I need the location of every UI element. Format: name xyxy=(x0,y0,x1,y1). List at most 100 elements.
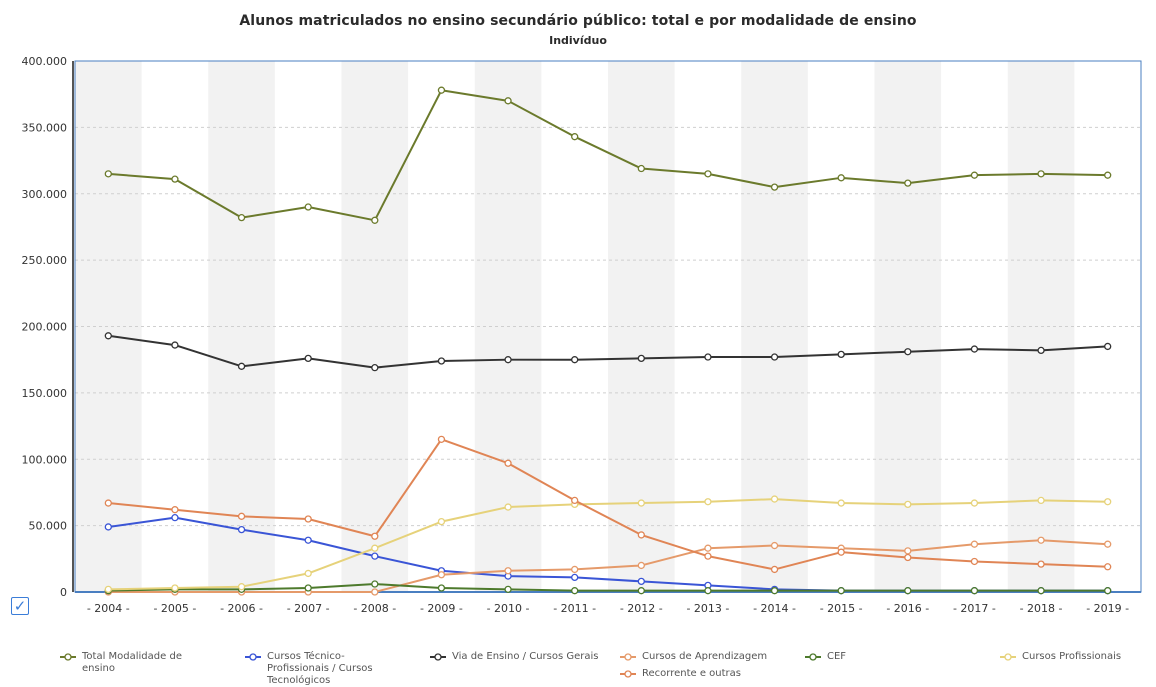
x-tick-label: - 2012 - xyxy=(620,602,663,615)
data-point xyxy=(1104,171,1112,179)
y-tick-label: 100.000 xyxy=(22,453,68,466)
data-point xyxy=(504,503,512,511)
data-point xyxy=(1104,498,1112,506)
y-tick-label: 200.000 xyxy=(22,321,68,334)
legend-label: Via de Ensino / Cursos Gerais xyxy=(452,651,599,662)
legend-label: Recorrente e outras xyxy=(642,668,741,679)
data-point xyxy=(637,561,645,570)
data-point xyxy=(704,552,712,560)
x-tick-label: - 2005 - xyxy=(153,602,196,615)
data-point xyxy=(171,175,179,183)
data-point xyxy=(904,179,912,187)
data-point xyxy=(504,97,512,105)
legend-label: Cursos de Aprendizagem xyxy=(642,651,768,662)
series-line xyxy=(108,438,1108,571)
data-point xyxy=(904,348,912,356)
data-point xyxy=(770,565,779,574)
data-point xyxy=(371,216,379,224)
x-tick-label: - 2011 - xyxy=(553,602,596,615)
data-point xyxy=(1104,587,1112,595)
data-point xyxy=(970,557,979,566)
x-tick-label: - 2013 - xyxy=(686,602,729,615)
data-point xyxy=(237,512,246,520)
data-point xyxy=(504,459,512,467)
data-point xyxy=(970,345,979,353)
legend-item[interactable]: Cursos Técnico-Profissionais / Cursos Te… xyxy=(245,651,395,687)
legend-item[interactable]: Cursos Profissionais xyxy=(1000,651,1150,663)
data-point xyxy=(770,587,779,595)
x-tick-label: - 2016 - xyxy=(886,602,929,615)
legend-item[interactable]: Total Modalidade de ensino xyxy=(60,651,210,675)
data-point xyxy=(504,356,512,364)
data-point xyxy=(171,506,179,514)
check-icon[interactable]: ✓ xyxy=(11,597,29,615)
data-point xyxy=(571,587,579,595)
chart-subtitle: Indivíduo xyxy=(549,34,607,47)
legend-marker-icon xyxy=(430,653,446,661)
legend-marker-icon xyxy=(60,653,76,661)
data-point xyxy=(237,213,246,222)
legend-item[interactable]: CEF xyxy=(805,651,925,663)
data-point xyxy=(1037,496,1045,505)
data-point xyxy=(571,565,579,574)
data-point xyxy=(437,584,446,592)
x-tick-label: - 2015 - xyxy=(820,602,863,615)
data-point xyxy=(104,523,112,531)
x-tick-label: - 2004 - xyxy=(87,602,130,615)
data-point xyxy=(571,573,579,582)
legend-label: Total Modalidade de ensino xyxy=(82,651,182,674)
data-point xyxy=(637,531,645,539)
legend-item[interactable]: Via de Ensino / Cursos Gerais xyxy=(430,651,600,663)
y-tick-label: 400.000 xyxy=(22,55,68,68)
legend-marker-icon xyxy=(620,653,636,661)
legend-label: CEF xyxy=(827,651,847,662)
data-point xyxy=(104,170,112,178)
data-point xyxy=(104,332,112,340)
data-point xyxy=(1037,346,1045,355)
series-line xyxy=(108,583,1108,592)
data-point xyxy=(171,341,179,349)
data-point xyxy=(1104,563,1112,571)
data-point xyxy=(637,164,645,173)
data-point xyxy=(571,133,579,141)
data-point xyxy=(704,170,712,178)
chart-title: Alunos matriculados no ensino secundário… xyxy=(239,13,917,29)
data-point xyxy=(770,353,779,361)
data-point xyxy=(504,585,512,593)
data-point xyxy=(837,548,845,556)
data-point xyxy=(770,183,779,191)
data-point xyxy=(1104,540,1112,548)
data-point xyxy=(770,495,779,503)
legend-marker-icon xyxy=(620,670,636,678)
data-point xyxy=(104,499,112,507)
data-point xyxy=(770,541,779,550)
legend-marker-icon xyxy=(245,653,261,661)
series-line xyxy=(108,498,1108,591)
data-point xyxy=(970,171,979,179)
data-point xyxy=(970,540,979,548)
y-tick-label: 0 xyxy=(60,586,67,599)
data-point xyxy=(171,584,179,592)
data-point xyxy=(704,544,712,552)
data-point xyxy=(304,584,312,592)
grid-band xyxy=(208,61,275,592)
data-point xyxy=(237,583,246,591)
legend-marker-icon xyxy=(1000,653,1016,661)
x-tick-label: - 2017 - xyxy=(953,602,996,615)
data-point xyxy=(304,203,312,211)
x-tick-label: - 2018 - xyxy=(1020,602,1063,615)
legend-item[interactable]: Recorrente e outras xyxy=(620,668,800,680)
data-point xyxy=(904,587,912,595)
data-point xyxy=(437,517,446,526)
data-point xyxy=(1104,342,1112,351)
data-point xyxy=(437,357,446,365)
data-point xyxy=(837,587,845,595)
legend-item[interactable]: Cursos de Aprendizagem xyxy=(620,651,800,663)
series-line xyxy=(108,539,1108,593)
y-tick-label: 50.000 xyxy=(29,520,68,533)
data-point xyxy=(904,500,912,509)
legend-marker-icon xyxy=(805,653,821,661)
x-tick-label: - 2008 - xyxy=(353,602,396,615)
data-point xyxy=(304,354,312,363)
data-point xyxy=(837,174,845,182)
